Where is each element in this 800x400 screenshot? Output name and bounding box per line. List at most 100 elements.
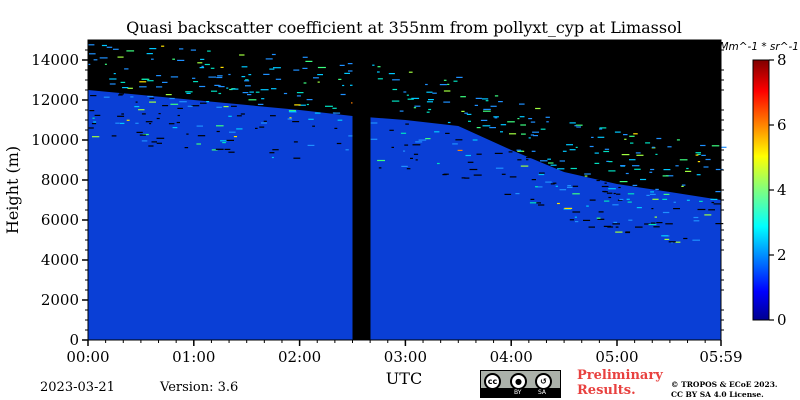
speckle	[665, 175, 674, 177]
speckle	[535, 107, 541, 110]
speckle	[715, 168, 723, 171]
y-tick-label: 6000	[41, 211, 79, 229]
x-tick-label: 05:00	[595, 348, 638, 366]
speckle	[377, 78, 383, 80]
speckle	[307, 144, 315, 146]
speckle	[632, 184, 638, 186]
speckle	[294, 104, 301, 106]
speckle	[156, 117, 160, 120]
speckle	[255, 127, 258, 129]
cc-license-badge[interactable]: cc ● ↺ BY SA	[480, 370, 561, 398]
speckle	[217, 75, 223, 77]
colorbar-tick-label: 6	[777, 116, 787, 134]
speckle	[248, 99, 257, 101]
speckle	[461, 177, 466, 179]
speckle	[584, 173, 591, 175]
speckle	[696, 174, 701, 176]
speckle	[334, 127, 338, 129]
speckle	[509, 133, 517, 135]
colorbar-tick-label: 0	[777, 311, 787, 329]
speckle	[632, 165, 640, 167]
speckle	[399, 110, 404, 112]
y-tick-label: 2000	[41, 291, 79, 309]
speckle	[403, 91, 407, 93]
speckle	[392, 79, 400, 81]
speckle	[504, 193, 512, 195]
speckle	[405, 123, 409, 125]
preliminary-line-2: Results.	[577, 383, 636, 398]
speckle	[425, 83, 428, 86]
speckle	[507, 121, 515, 123]
colorbar: 0 2 4 6 8	[752, 51, 787, 329]
speckle	[223, 106, 229, 108]
speckle	[620, 165, 626, 167]
speckle	[89, 53, 96, 55]
speckle	[296, 92, 304, 94]
speckle	[179, 101, 187, 103]
speckle	[145, 121, 153, 123]
speckle	[149, 97, 155, 99]
speckle	[500, 131, 503, 133]
speckle	[190, 49, 196, 51]
speckle	[149, 123, 152, 125]
speckle	[191, 105, 200, 107]
speckle	[624, 138, 627, 140]
preliminary-notice: Preliminary Results.	[577, 368, 663, 398]
speckle	[550, 164, 557, 166]
speckle	[591, 136, 594, 138]
speckle	[378, 167, 382, 169]
speckle	[480, 119, 488, 121]
speckle	[408, 71, 413, 73]
speckle	[538, 204, 545, 206]
speckle	[115, 122, 120, 124]
speckle	[124, 68, 129, 70]
speckle	[415, 159, 418, 161]
speckle	[111, 135, 117, 137]
sa-label: SA	[538, 389, 547, 396]
speckle	[555, 185, 558, 187]
speckle	[445, 132, 450, 134]
speckle	[415, 141, 423, 143]
speckle	[426, 111, 430, 113]
speckle	[418, 139, 427, 141]
speckle	[134, 106, 140, 108]
speckle	[247, 94, 252, 96]
speckle	[113, 48, 119, 50]
speckle	[673, 208, 680, 210]
speckle	[547, 158, 551, 160]
speckle	[461, 110, 465, 112]
speckle	[338, 78, 342, 80]
speckle	[575, 146, 578, 148]
speckle	[662, 211, 670, 214]
speckle	[517, 159, 522, 161]
speckle	[410, 157, 413, 159]
speckle	[695, 154, 699, 156]
speckle	[135, 122, 139, 124]
speckle	[721, 146, 727, 148]
speckle	[557, 168, 565, 170]
speckle	[613, 221, 618, 223]
x-tick-label: 04:00	[490, 348, 533, 366]
speckle	[539, 172, 545, 174]
speckle	[625, 172, 629, 175]
y-tick-label: 8000	[41, 171, 79, 189]
speckle	[665, 223, 673, 225]
speckle	[273, 67, 281, 69]
colorbar-tick-label: 4	[777, 181, 787, 199]
speckle	[432, 92, 437, 94]
speckle	[675, 241, 681, 243]
speckle	[635, 152, 641, 154]
speckle	[703, 166, 709, 168]
speckle	[117, 115, 125, 117]
speckle	[640, 178, 647, 181]
copyright-notice: © TROPOS & ECoE 2023. CC BY SA 4.0 Licen…	[671, 380, 778, 400]
copyright-line-2: CC BY SA 4.0 License.	[671, 390, 764, 399]
speckle	[233, 136, 237, 138]
speckle	[170, 76, 179, 78]
speckle	[392, 88, 398, 91]
speckle	[186, 92, 191, 94]
speckle	[598, 211, 604, 213]
y-tick-label: 4000	[41, 251, 79, 269]
speckle	[208, 76, 217, 78]
speckle	[576, 126, 581, 128]
